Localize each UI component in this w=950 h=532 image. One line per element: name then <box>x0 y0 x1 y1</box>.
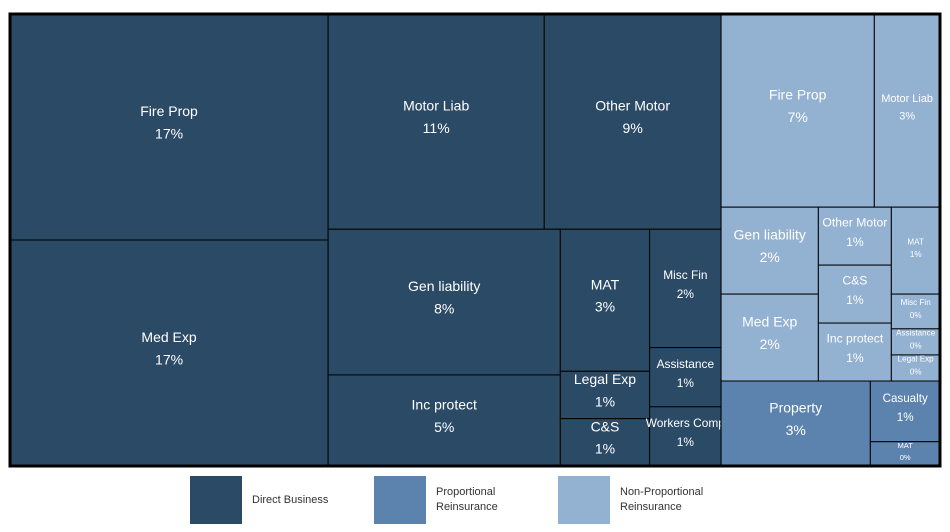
tile-label: Gen liability <box>734 227 806 243</box>
tile-value: 0% <box>900 453 911 462</box>
tile <box>817 206 892 266</box>
tile <box>817 322 892 382</box>
tile <box>869 380 941 443</box>
tile-label: C&S <box>591 418 620 434</box>
tile-label: Legal Exp <box>898 355 934 364</box>
tile-label: C&S <box>842 274 867 288</box>
tile-value: 0% <box>910 368 922 377</box>
tile <box>720 206 819 295</box>
legend-label: Non-Proportional Reinsurance <box>620 486 704 513</box>
tile <box>890 354 941 382</box>
legend-swatch <box>190 476 242 524</box>
tile-label: Motor Liab <box>881 93 933 105</box>
tile-value: 0% <box>910 311 922 320</box>
legend-label: Direct Business <box>252 493 329 506</box>
tile-label: Med Exp <box>141 329 196 345</box>
tile-value: 1% <box>677 376 695 390</box>
tile <box>890 328 941 356</box>
tile-value: 1% <box>677 435 695 449</box>
tile-label: Gen liability <box>408 278 480 294</box>
tile-label: Workers Comp <box>646 416 725 430</box>
tile-label: Other Motor <box>822 216 887 230</box>
tile-value: 1% <box>846 235 864 249</box>
tile-value: 1% <box>846 351 864 365</box>
tile <box>720 293 819 382</box>
tile-value: 9% <box>623 120 643 136</box>
tile-value: 1% <box>595 441 615 457</box>
tile-label: MAT <box>591 276 620 292</box>
tile-value: 1% <box>897 411 914 424</box>
tile-label: MAT <box>897 441 913 450</box>
tile-label: Misc Fin <box>901 298 931 307</box>
tile-value: 17% <box>155 351 183 367</box>
tile <box>720 13 875 208</box>
tile <box>9 239 329 467</box>
tile-label: Misc Fin <box>663 268 707 282</box>
tile <box>327 374 561 467</box>
tile <box>327 228 561 376</box>
tile <box>649 406 722 467</box>
tile <box>9 13 329 241</box>
tile-value: 8% <box>434 300 454 316</box>
tile-value: 2% <box>760 336 780 352</box>
tile-label: MAT <box>907 237 924 246</box>
tile-value: 17% <box>155 125 183 141</box>
legend-item: Proportional Reinsurance <box>374 476 546 524</box>
tile-label: Fire Prop <box>140 103 198 119</box>
tile-label: Property <box>769 400 822 416</box>
treemap: Fire Prop 17% Med Exp 17% Motor Liab 11% Other… <box>8 12 942 468</box>
tile-value: 1% <box>910 250 922 259</box>
frame <box>8 12 942 468</box>
tile <box>559 370 651 420</box>
tile-value: 5% <box>434 419 454 435</box>
tile-label: Assistance <box>896 329 936 338</box>
tile-label: Motor Liab <box>403 98 469 114</box>
tile-label: Fire Prop <box>769 87 827 103</box>
tile-value: 7% <box>788 109 808 125</box>
legend-swatch <box>374 476 426 524</box>
tile <box>890 206 941 295</box>
tile-value: 2% <box>760 249 780 265</box>
tile <box>817 264 892 324</box>
legend: Direct Business Proportional Reinsurance N… <box>190 476 730 524</box>
tile-value: 0% <box>910 341 922 350</box>
legend-label: Proportional Reinsurance <box>436 486 498 513</box>
tile <box>649 228 722 349</box>
legend-item: Non-Proportional Reinsurance <box>558 476 730 524</box>
tile-value: 3% <box>899 110 915 122</box>
tile-label: Casualty <box>883 392 928 405</box>
tile-label: Med Exp <box>742 314 797 330</box>
tile-label: Inc protect <box>826 331 883 345</box>
tile-value: 1% <box>846 293 864 307</box>
tile <box>543 13 722 230</box>
tile-label: Assistance <box>657 357 715 371</box>
tile-value: 1% <box>595 393 615 409</box>
legend-swatch <box>558 476 610 524</box>
tile-value: 11% <box>423 120 450 136</box>
tile-label: Inc protect <box>412 396 477 412</box>
tile-value: 2% <box>677 287 695 301</box>
tile <box>890 293 941 330</box>
tile-value: 3% <box>786 422 806 438</box>
tile-label: Other Motor <box>595 98 670 114</box>
tile-value: 3% <box>595 299 615 315</box>
legend-item: Direct Business <box>190 476 362 524</box>
tile-label: Legal Exp <box>574 371 636 387</box>
